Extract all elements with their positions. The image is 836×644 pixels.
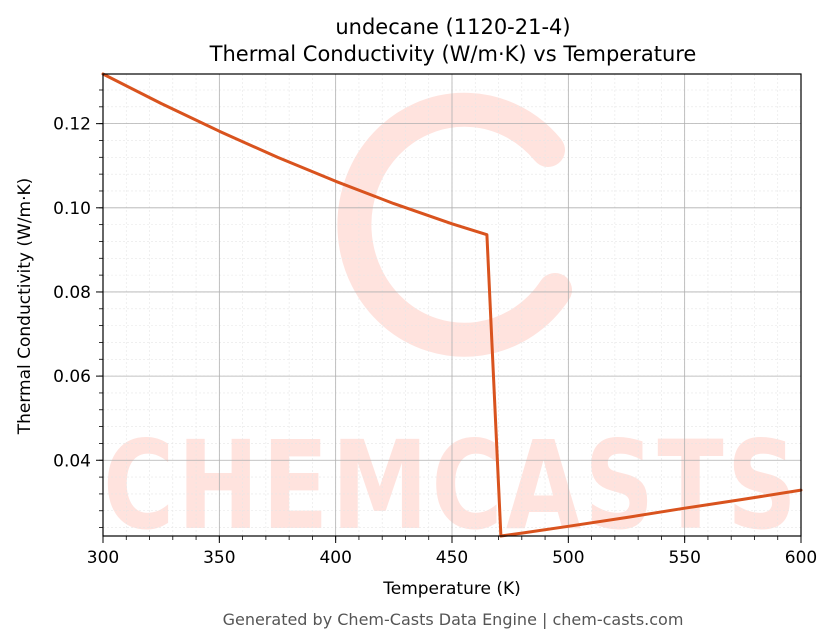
y-tick-label: 0.06 xyxy=(53,367,91,387)
y-tick-labels: 0.04 0.06 0.08 0.10 0.12 xyxy=(53,115,91,472)
x-tick-label: 350 xyxy=(203,548,235,568)
data-point xyxy=(160,102,163,105)
data-point xyxy=(625,516,628,519)
x-tick-label: 450 xyxy=(436,548,468,568)
chemcasts-watermark: CHEMCASTS xyxy=(103,92,800,557)
data-point xyxy=(741,498,744,501)
watermark-text: CHEMCASTS xyxy=(103,415,800,557)
data-point xyxy=(520,532,523,535)
data-point xyxy=(392,202,395,205)
series-line xyxy=(101,72,803,538)
chart-subtitle: Thermal Conductivity (W/m·K) vs Temperat… xyxy=(209,42,697,66)
x-tick-label: 500 xyxy=(552,548,584,568)
data-point xyxy=(218,130,221,133)
y-axis-label: Thermal Conductivity (W/m·K) xyxy=(15,178,35,436)
y-tick-label: 0.08 xyxy=(53,283,91,303)
axis-ticks xyxy=(96,89,802,543)
footer-credit: Generated by Chem-Casts Data Engine | ch… xyxy=(223,610,684,629)
data-point xyxy=(683,507,686,510)
chart-title: undecane (1120-21-4) xyxy=(335,15,570,39)
x-tick-label: 300 xyxy=(87,548,119,568)
data-point xyxy=(451,222,454,225)
watermark-logo-arc xyxy=(337,92,572,357)
data-point xyxy=(334,180,337,183)
x-axis-label: Temperature (K) xyxy=(382,579,521,599)
data-point xyxy=(567,525,570,528)
x-tick-labels: 300 350 400 450 500 550 600 xyxy=(87,548,817,568)
x-tick-label: 550 xyxy=(668,548,700,568)
x-tick-label: 400 xyxy=(319,548,351,568)
y-tick-label: 0.12 xyxy=(53,115,91,135)
data-point xyxy=(485,233,488,236)
y-tick-label: 0.04 xyxy=(53,451,91,471)
series-group xyxy=(101,72,803,538)
y-tick-label: 0.10 xyxy=(53,199,91,219)
x-tick-label: 600 xyxy=(785,548,817,568)
data-point xyxy=(276,156,279,159)
